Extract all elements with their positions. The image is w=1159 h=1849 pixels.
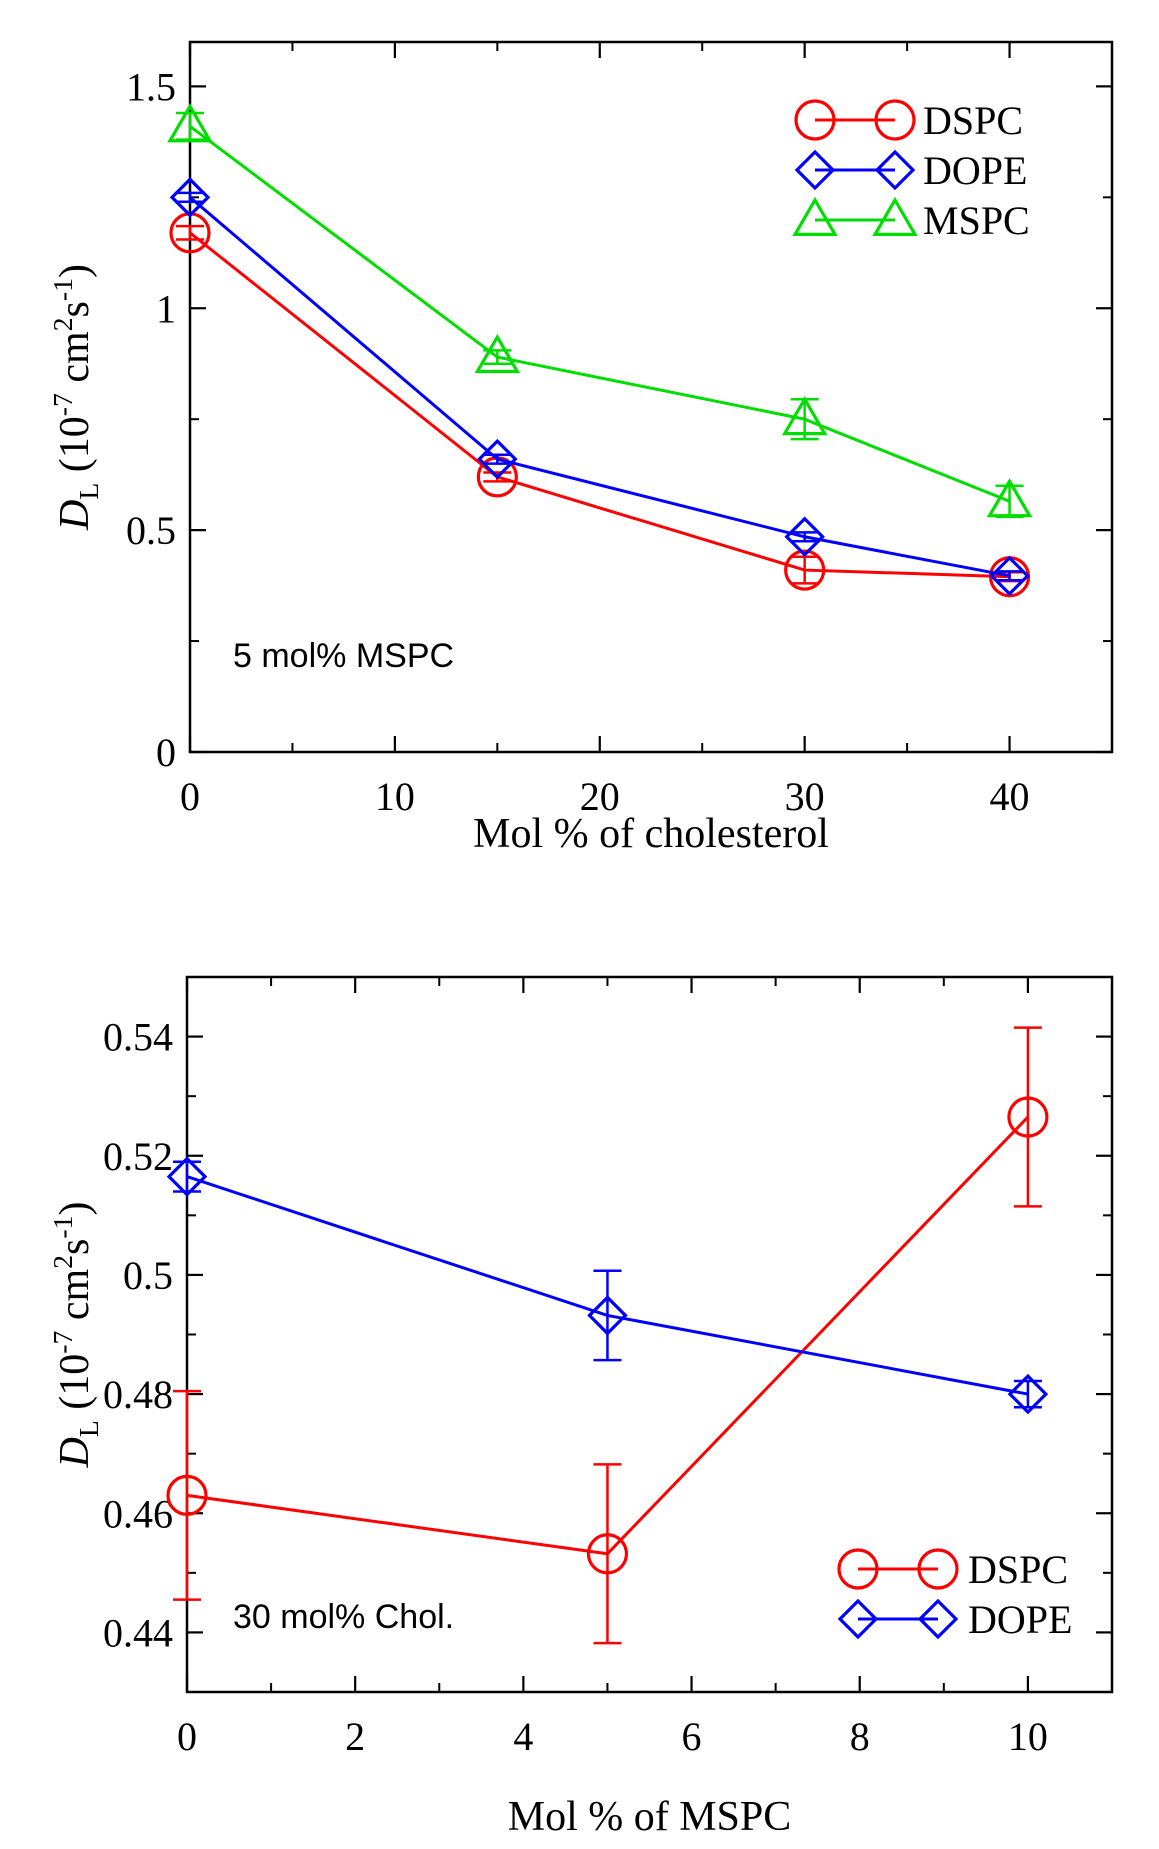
y-tick-label: 0.52 bbox=[103, 1134, 173, 1179]
x-tick-label: 20 bbox=[580, 774, 620, 819]
x-tick-label: 40 bbox=[990, 774, 1030, 819]
chart-panel-top: 0 10 20 30 40 0 0.5 1 1.5 Mol % of cholesterol DL … bbox=[47, 40, 1114, 857]
data-point bbox=[166, 1474, 208, 1516]
legend-marker bbox=[917, 1598, 959, 1640]
series-dope bbox=[166, 1156, 1049, 1415]
y-tick-label: 1 bbox=[156, 286, 176, 331]
x-axis-label: Mol % of cholesterol bbox=[473, 811, 829, 857]
x-tick-label: 10 bbox=[375, 774, 415, 819]
legend-marker bbox=[872, 196, 918, 236]
x-tick-label: 0 bbox=[180, 774, 200, 819]
y-tick-label: 0.44 bbox=[103, 1610, 173, 1655]
legend-label: DSPC bbox=[923, 98, 1023, 143]
legend-entry: DSPC bbox=[794, 98, 1023, 143]
legend-marker bbox=[794, 99, 836, 141]
x-tick-label: 6 bbox=[682, 1714, 702, 1759]
series-line bbox=[189, 196, 1010, 578]
data-point bbox=[169, 177, 211, 218]
data-point bbox=[586, 1533, 629, 1575]
series-dope bbox=[169, 177, 1030, 597]
data-point bbox=[986, 478, 1033, 518]
x-axis-label: Mol % of MSPC bbox=[508, 1794, 792, 1840]
legend-entry: DOPE bbox=[837, 1597, 1072, 1642]
x-tick-label: 4 bbox=[513, 1714, 533, 1759]
x-tick-label: 2 bbox=[345, 1714, 365, 1759]
series-dspc bbox=[169, 212, 1031, 598]
data-point bbox=[167, 103, 213, 143]
data-point bbox=[784, 549, 826, 591]
series-mspc bbox=[167, 103, 1033, 519]
legend-marker bbox=[917, 1548, 959, 1590]
data-point bbox=[166, 1156, 208, 1197]
series-line bbox=[189, 125, 1011, 503]
y-tick-label: 0.48 bbox=[103, 1372, 173, 1417]
legend-entry: MSPC bbox=[792, 196, 1030, 243]
x-tick-label: 10 bbox=[1008, 1714, 1048, 1759]
x-tick-label: 30 bbox=[785, 774, 825, 819]
legend-marker bbox=[837, 1548, 879, 1590]
data-point bbox=[477, 438, 518, 480]
legend-entry: DOPE bbox=[794, 148, 1027, 193]
y-axis-label: DL (10-7 cm2s-1) bbox=[47, 264, 104, 531]
panel-annotation: 5 mol% MSPC bbox=[233, 637, 454, 675]
series-dspc bbox=[166, 1026, 1049, 1645]
legend-entry: DSPC bbox=[837, 1547, 1068, 1592]
legend-label: DSPC bbox=[968, 1547, 1068, 1592]
data-point bbox=[784, 516, 825, 558]
plot-frame bbox=[188, 40, 1114, 754]
legend-marker bbox=[874, 149, 916, 191]
chart-panel-bottom: 0 2 4 6 8 10 0.44 0.46 0.48 0.5 0.52 0.54 Mol % of M… bbox=[47, 975, 1114, 1840]
x-tick-label: 0 bbox=[177, 1714, 197, 1759]
y-tick-label: 0.5 bbox=[126, 508, 176, 553]
data-point bbox=[781, 396, 828, 436]
x-tick-label: 8 bbox=[850, 1714, 870, 1759]
y-tick-label: 1.5 bbox=[126, 64, 176, 109]
y-axis-label: DL (10-7 cm2s-1) bbox=[47, 1202, 104, 1469]
legend-marker bbox=[794, 149, 836, 191]
y-tick-label: 0.46 bbox=[103, 1491, 173, 1536]
data-point bbox=[474, 333, 521, 374]
legend-label: DOPE bbox=[968, 1597, 1072, 1642]
y-tick-label: 0.54 bbox=[103, 1015, 173, 1060]
legend-label: MSPC bbox=[923, 198, 1030, 243]
legend-marker bbox=[874, 99, 916, 141]
legend-marker bbox=[792, 196, 838, 236]
data-point bbox=[1007, 1096, 1049, 1138]
data-point bbox=[989, 555, 1030, 597]
legend-label: DOPE bbox=[923, 148, 1027, 193]
y-tick-label: 0 bbox=[156, 730, 176, 775]
y-tick-label: 0.5 bbox=[123, 1253, 173, 1298]
panel-annotation: 30 mol% Chol. bbox=[233, 1598, 454, 1636]
legend-marker bbox=[837, 1598, 879, 1640]
data-point bbox=[587, 1295, 628, 1336]
series-line bbox=[189, 231, 1010, 579]
data-point bbox=[1007, 1373, 1049, 1415]
